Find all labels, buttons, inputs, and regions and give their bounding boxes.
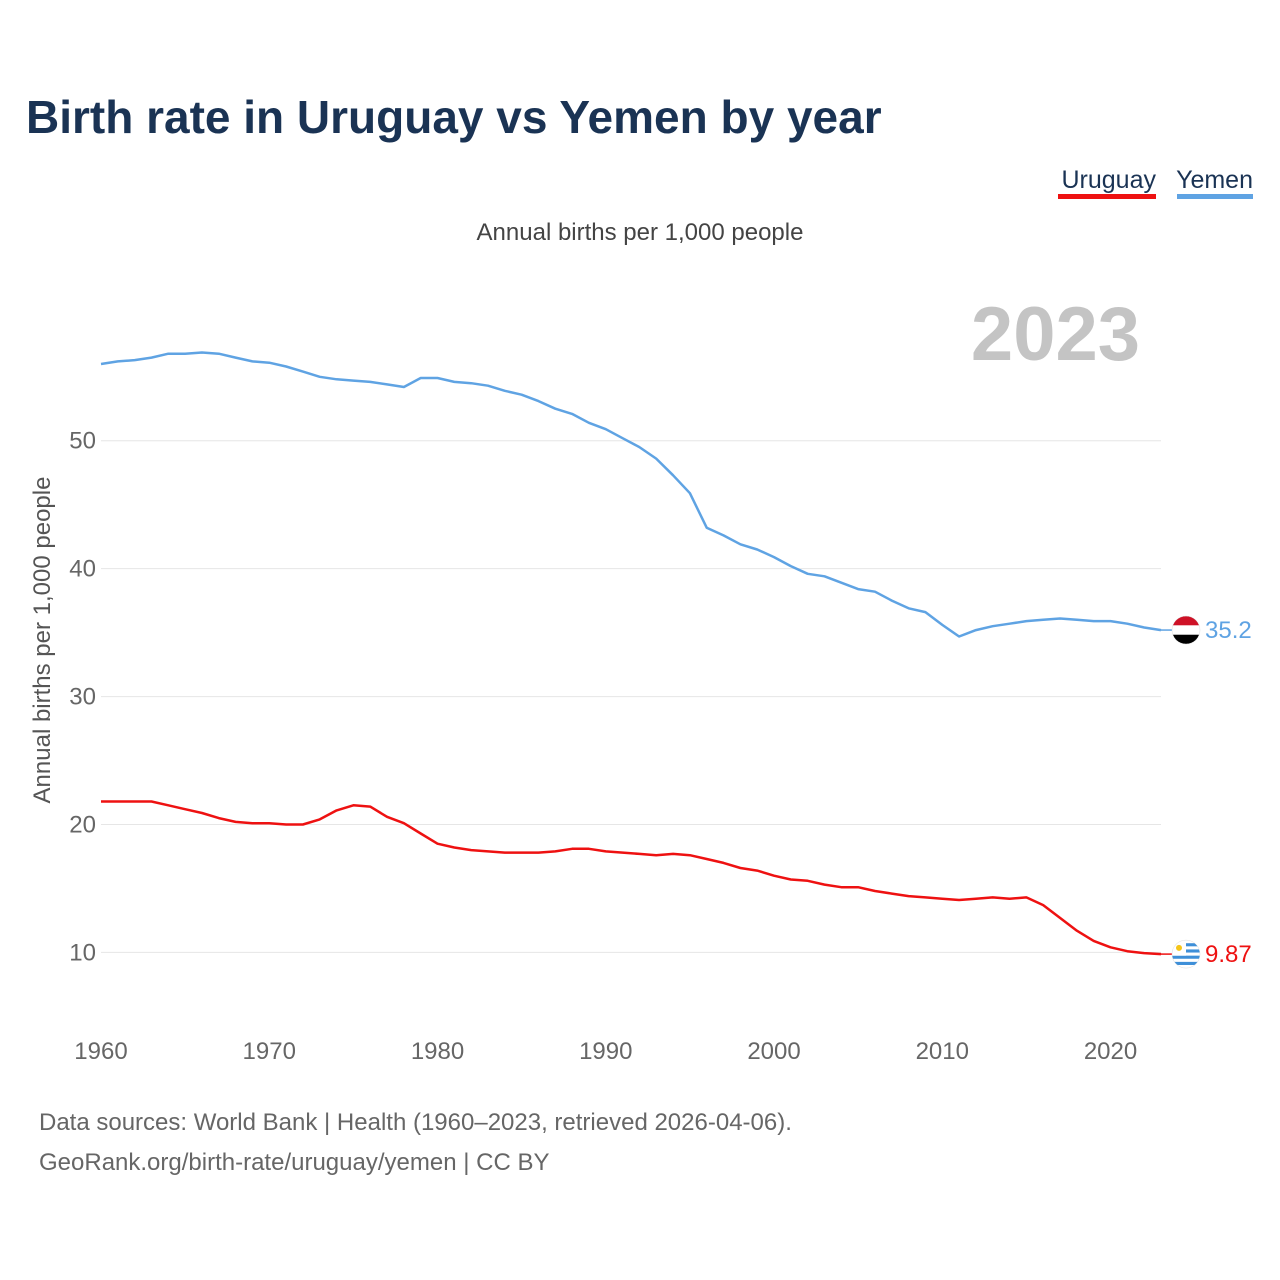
x-axis-ticks: 1960 1970 1980 1990 2000 2010 2020 — [74, 1038, 1137, 1065]
y-tick-label: 10 — [69, 939, 96, 966]
legend-label-uruguay[interactable]: Uruguay — [1062, 166, 1157, 194]
year-indicator: 2023 — [971, 292, 1140, 377]
source-line-1: Data sources: World Bank | Health (1960–… — [39, 1109, 792, 1136]
legend-swatch-uruguay — [1058, 194, 1156, 199]
x-tick-label: 2000 — [747, 1038, 800, 1065]
x-tick-label: 1980 — [411, 1038, 464, 1065]
x-tick-label: 1960 — [74, 1038, 127, 1065]
chart-title: Birth rate in Uruguay vs Yemen by year — [26, 91, 882, 143]
series-end-markers: 9.87 35.2 — [1161, 615, 1252, 969]
flag-yemen-icon — [1171, 615, 1201, 645]
y-tick-label: 40 — [69, 556, 96, 583]
legend-label-yemen[interactable]: Yemen — [1176, 166, 1253, 194]
legend-swatch-yemen — [1177, 194, 1253, 199]
x-tick-label: 2010 — [916, 1038, 969, 1065]
y-tick-label: 30 — [69, 684, 96, 711]
series-lines — [100, 351, 1162, 956]
y-tick-label: 20 — [69, 812, 96, 839]
source-line-2: GeoRank.org/birth-rate/uruguay/yemen | C… — [39, 1149, 549, 1176]
y-tick-label: 50 — [69, 428, 96, 455]
y-axis-label: Annual births per 1,000 people — [29, 477, 56, 804]
x-tick-label: 1990 — [579, 1038, 632, 1065]
series-line-uruguay[interactable] — [101, 800, 1162, 956]
y-axis-ticks: 10 20 30 40 50 — [69, 428, 96, 967]
end-value-uruguay: 9.87 — [1205, 941, 1252, 968]
chart-subtitle: Annual births per 1,000 people — [477, 219, 804, 246]
flag-uruguay-icon — [1171, 939, 1201, 969]
x-tick-label: 1970 — [243, 1038, 296, 1065]
end-value-yemen: 35.2 — [1205, 617, 1252, 644]
legend: Uruguay Yemen — [1058, 166, 1253, 199]
legend-item-uruguay[interactable]: Uruguay — [1058, 166, 1156, 199]
x-tick-label: 2020 — [1084, 1038, 1137, 1065]
legend-item-yemen[interactable]: Yemen — [1176, 166, 1253, 199]
series-line-yemen[interactable] — [100, 351, 1162, 638]
